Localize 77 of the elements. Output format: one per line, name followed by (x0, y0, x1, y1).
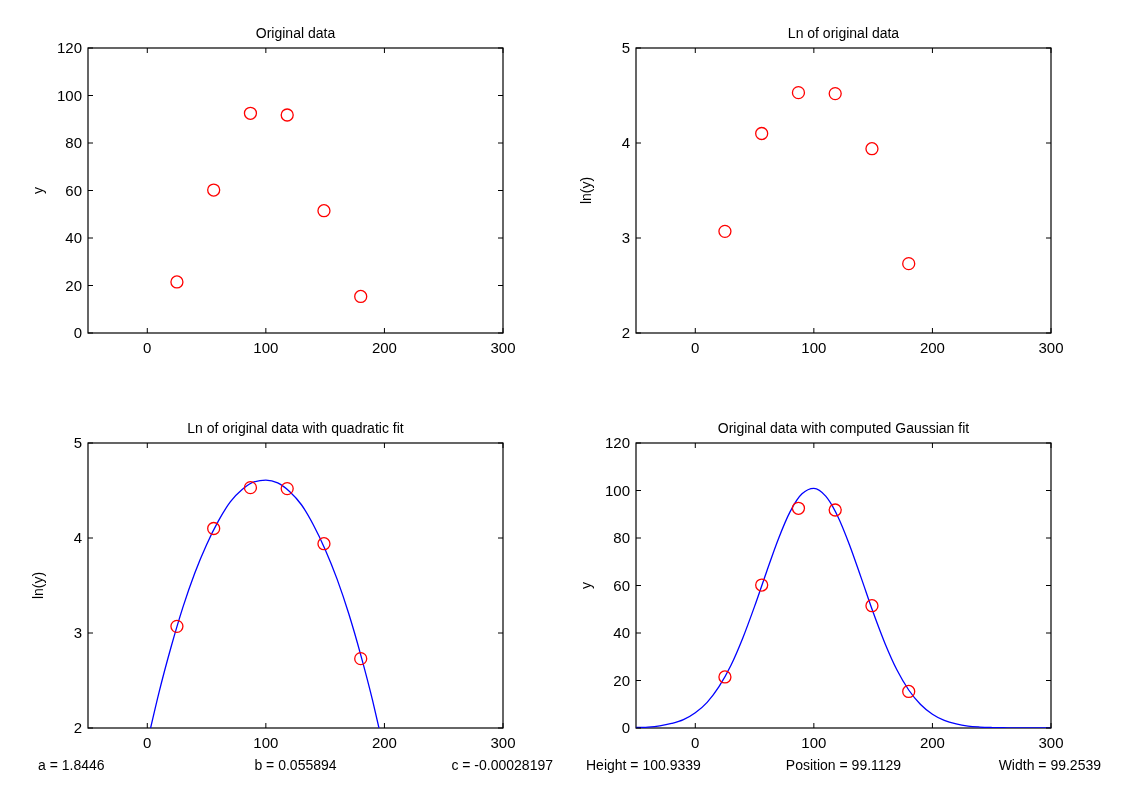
x-tick-label: 100 (801, 339, 827, 356)
y-tick-label: 120 (604, 434, 630, 451)
text: c = -0.00028197 (451, 757, 554, 773)
y-tick-label: 40 (65, 229, 82, 246)
point (828, 86, 842, 101)
point (755, 126, 769, 141)
text: a = 1.8446 (38, 757, 105, 773)
y-axis-title: ln(y) (30, 571, 46, 600)
x-tick-label: 300 (1038, 734, 1064, 751)
y-tick-label: 5 (621, 39, 630, 56)
point (791, 86, 806, 100)
point (354, 289, 368, 304)
y-axis-title: y (30, 187, 46, 194)
y-tick-label: 60 (613, 576, 630, 594)
chart-title: Ln of original data with quadratic fit (187, 420, 404, 436)
y-tick-label: 80 (65, 134, 82, 151)
y-tick-label: 3 (73, 624, 82, 641)
y-tick-label: 80 (613, 529, 630, 546)
point (791, 501, 806, 515)
point (243, 481, 258, 495)
y-tick-label: 2 (73, 719, 82, 736)
point (170, 275, 184, 289)
point (280, 108, 294, 122)
x-tick-label: 200 (919, 734, 945, 751)
point (207, 521, 221, 536)
point (280, 481, 294, 496)
x-tick-label: 300 (490, 339, 516, 356)
point (207, 183, 221, 197)
y-axis-title: ln(y) (578, 176, 594, 205)
text: Width = 99.2539 (998, 757, 1102, 773)
y-tick-label: 2 (621, 324, 630, 341)
x-tick-label: 100 (253, 339, 279, 356)
point (902, 257, 916, 271)
x-tick-label: 200 (371, 734, 397, 751)
point (755, 578, 769, 592)
chart-title: Ln of original data (787, 25, 900, 41)
chart-title: Original data with computed Gaussian fit (717, 420, 970, 436)
y-tick-label: 5 (73, 434, 82, 451)
point (828, 503, 842, 517)
point (718, 670, 732, 684)
text: b = 0.055894 (254, 757, 337, 773)
x-tick-label: 200 (919, 339, 945, 356)
text: Height = 100.9339 (586, 757, 702, 773)
y-tick-label: 0 (73, 324, 82, 341)
y-tick-label: 4 (621, 134, 630, 151)
point (317, 537, 331, 551)
x-tick-label: 0 (691, 734, 700, 751)
y-tick-label: 40 (613, 624, 630, 641)
x-tick-label: 0 (143, 339, 152, 356)
point (317, 204, 331, 218)
x-tick-label: 300 (1038, 339, 1064, 356)
y-tick-label: 20 (65, 276, 82, 294)
x-tick-label: 200 (371, 339, 397, 356)
y-tick-label: 60 (65, 181, 82, 199)
y-axis-title: y (578, 582, 594, 589)
y-tick-label: 3 (621, 229, 630, 246)
y-tick-label: 100 (604, 481, 630, 499)
line-series (149, 479, 380, 728)
point (243, 106, 258, 120)
y-tick-label: 4 (73, 529, 82, 546)
point (865, 142, 879, 156)
point (902, 684, 916, 699)
x-tick-label: 100 (253, 734, 279, 751)
chart-title: Original data (255, 25, 336, 41)
point (170, 619, 184, 633)
x-tick-label: 0 (143, 734, 152, 751)
x-tick-label: 100 (801, 734, 827, 751)
y-tick-label: 0 (621, 719, 630, 736)
point (718, 224, 732, 238)
point (865, 599, 879, 613)
y-tick-label: 20 (613, 671, 630, 689)
point (354, 652, 368, 666)
x-tick-label: 300 (490, 734, 516, 751)
text: Position = 99.1129 (785, 757, 902, 773)
x-tick-label: 0 (691, 339, 700, 356)
y-tick-label: 120 (56, 39, 82, 56)
y-tick-label: 100 (56, 86, 82, 104)
